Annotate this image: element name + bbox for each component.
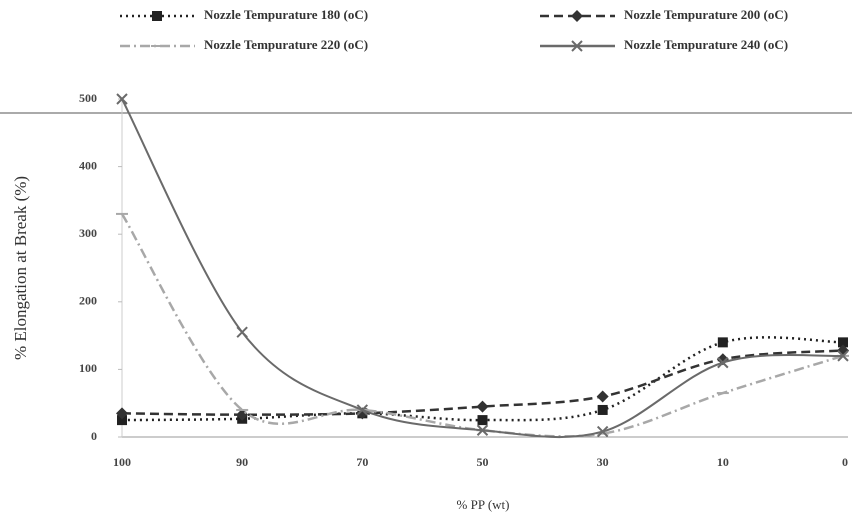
marker <box>571 10 583 22</box>
x-tick-label: 100 <box>113 455 131 469</box>
marker <box>237 327 247 337</box>
y-tick-label: 500 <box>79 91 97 105</box>
x-tick-label: 50 <box>477 455 489 469</box>
y-tick-label: 0 <box>91 429 97 443</box>
y-tick-label: 200 <box>79 294 97 308</box>
legend-label: Nozzle Tempurature 220 (oC) <box>204 37 368 52</box>
x-tick-label: 10 <box>717 455 729 469</box>
legend-label: Nozzle Tempurature 200 (oC) <box>624 7 788 22</box>
y-tick-label: 100 <box>79 361 97 375</box>
y-axis-label: % Elongation at Break (%) <box>11 176 30 360</box>
y-tick-label: 400 <box>79 158 97 172</box>
marker <box>598 405 608 415</box>
legend-label: Nozzle Tempurature 240 (oC) <box>624 37 788 52</box>
x-tick-label: 0 <box>842 455 848 469</box>
marker <box>478 415 488 425</box>
marker <box>477 401 489 413</box>
legend-label: Nozzle Tempurature 180 (oC) <box>204 7 368 22</box>
x-tick-label: 30 <box>597 455 609 469</box>
x-axis-label: % PP (wt) <box>457 497 510 512</box>
marker <box>718 337 728 347</box>
marker <box>152 11 162 21</box>
x-tick-label: 70 <box>356 455 368 469</box>
series-line <box>122 99 843 437</box>
marker <box>597 390 609 402</box>
x-tick-label: 90 <box>236 455 248 469</box>
chart: % Elongation at Break (%) % PP (wt) 0100… <box>0 0 852 518</box>
y-tick-label: 300 <box>79 226 97 240</box>
